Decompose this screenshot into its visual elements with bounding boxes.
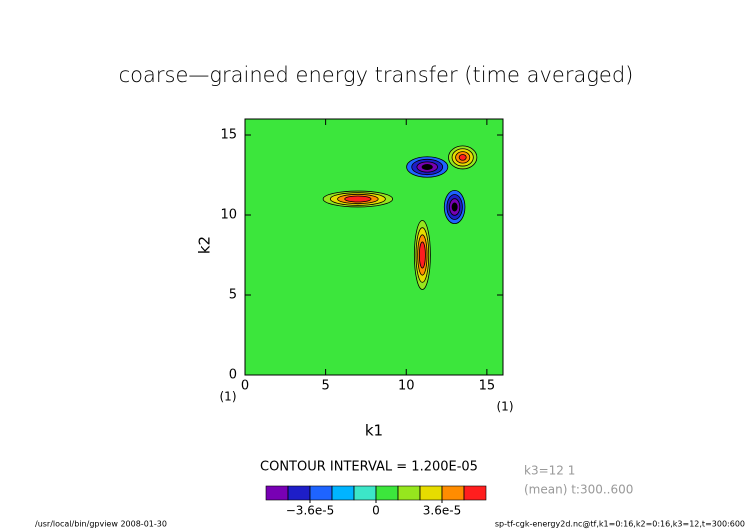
x-tick-label: 10 bbox=[398, 379, 415, 394]
x-tick-label: 15 bbox=[479, 379, 496, 394]
plot-area bbox=[245, 119, 503, 375]
colorbar-swatch bbox=[309, 485, 333, 501]
colorbar-swatch bbox=[375, 485, 399, 501]
colorbar-tick-label: −3.6e-5 bbox=[286, 504, 335, 518]
colorbar-swatch bbox=[419, 485, 443, 501]
x-tick-label: 5 bbox=[321, 379, 329, 394]
y-tick-label: 15 bbox=[220, 128, 237, 143]
colorbar-swatch bbox=[397, 485, 421, 501]
feature-peak bbox=[344, 195, 372, 203]
contour-interval: CONTOUR INTERVAL = 1.200E-05 bbox=[260, 460, 478, 475]
colorbar-swatch bbox=[353, 485, 377, 501]
colorbar-swatch bbox=[331, 485, 355, 501]
feature-peak bbox=[458, 154, 467, 161]
y-unit: (1) bbox=[220, 390, 237, 404]
footer-left: /usr/local/bin/gpview 2008-01-30 bbox=[35, 520, 167, 529]
plot-frame bbox=[244, 118, 504, 376]
annotation: (mean) t:300..600 bbox=[524, 483, 633, 497]
x-unit: (1) bbox=[497, 400, 514, 414]
feature-peak bbox=[451, 202, 458, 212]
feature-peak bbox=[421, 164, 433, 170]
colorbar-swatch bbox=[441, 485, 465, 501]
colorbar-swatch bbox=[287, 485, 311, 501]
colorbar-tick-label: 3.6e-5 bbox=[423, 504, 461, 518]
feature-peak bbox=[418, 241, 426, 269]
y-tick-label: 5 bbox=[229, 288, 237, 303]
colorbar-tick-label: 0 bbox=[372, 504, 380, 518]
x-axis-label: k1 bbox=[365, 422, 383, 440]
annotation: k3=12 1 bbox=[524, 464, 575, 478]
x-tick-label: 0 bbox=[241, 379, 249, 394]
axes: 0 5 10 15 0 5 10 15 bbox=[220, 118, 504, 394]
y-tick-label: 0 bbox=[229, 368, 237, 383]
chart-title: coarse—grained energy transfer (time ave… bbox=[119, 63, 634, 87]
colorbar-swatch bbox=[463, 485, 487, 501]
footer-right: sp-tf-cgk-energy2d.nc@tf,k1=0:16,k2=0:16… bbox=[495, 520, 745, 529]
y-axis-label: k2 bbox=[196, 236, 214, 254]
y-tick-label: 10 bbox=[220, 208, 237, 223]
colorbar-swatch bbox=[265, 485, 289, 501]
